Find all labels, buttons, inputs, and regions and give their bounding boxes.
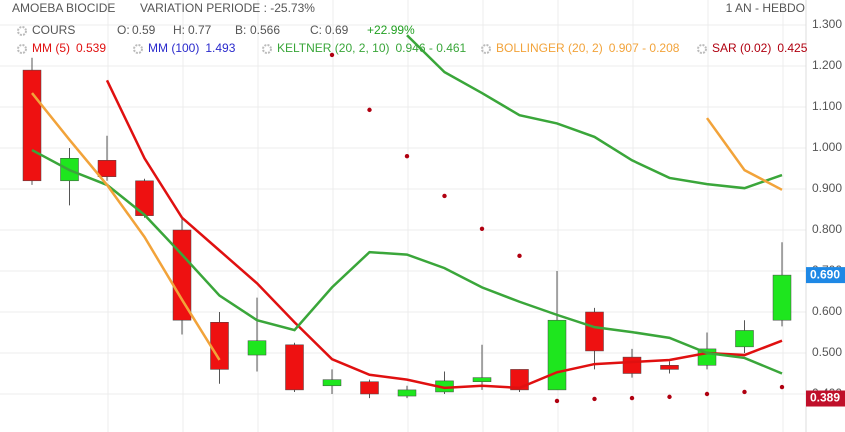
candle-body bbox=[585, 311, 604, 352]
price-label: COURS bbox=[32, 23, 75, 37]
gear-icon bbox=[133, 44, 143, 54]
sar-point bbox=[592, 396, 597, 402]
info-value: 0.566 bbox=[250, 23, 280, 37]
candle-body bbox=[322, 379, 342, 387]
y-tick-label: 1.300 bbox=[812, 17, 842, 31]
legend-name: KELTNER (20, 2, 10) bbox=[277, 41, 390, 55]
candle-body bbox=[397, 389, 417, 397]
info-value: 0.77 bbox=[188, 23, 212, 37]
y-tick-label: 0.900 bbox=[812, 181, 842, 195]
y-tick-label: 0.500 bbox=[812, 345, 842, 359]
candle-body bbox=[735, 330, 754, 348]
sar-point bbox=[704, 391, 710, 397]
gear-icon bbox=[17, 26, 27, 36]
last-value-label: 0.389 bbox=[810, 391, 840, 405]
sar-point bbox=[629, 395, 635, 401]
info-label: B: bbox=[235, 23, 246, 37]
legend-name: MM (100) bbox=[148, 41, 199, 55]
y-tick-label: 1.000 bbox=[812, 140, 842, 154]
sar-point bbox=[554, 398, 560, 404]
candle-body bbox=[547, 319, 567, 391]
candle-body bbox=[247, 340, 267, 356]
info-label: H: bbox=[173, 23, 185, 37]
gear-icon bbox=[481, 44, 491, 54]
candle-body bbox=[97, 160, 117, 177]
gear-ring bbox=[133, 44, 143, 54]
sar-point bbox=[367, 107, 372, 113]
indicator-line bbox=[105, 79, 783, 390]
last-value-label: 0.690 bbox=[810, 267, 840, 281]
legend-value: 0.907 - 0.208 bbox=[609, 41, 680, 55]
sar-point bbox=[742, 389, 747, 395]
gear-ring bbox=[481, 44, 491, 54]
sar-point bbox=[479, 226, 485, 231]
legend-name: BOLLINGER (20, 2) bbox=[496, 41, 603, 55]
candle-body bbox=[472, 377, 492, 382]
indicator-line bbox=[31, 92, 221, 361]
last-value-box bbox=[806, 267, 845, 284]
sar-point bbox=[404, 154, 410, 159]
info-value: 0.69 bbox=[325, 23, 349, 37]
gear-ring bbox=[697, 44, 707, 54]
legend-value: 0.946 - 0.461 bbox=[396, 41, 467, 55]
candle-body bbox=[285, 344, 304, 391]
grid bbox=[0, 0, 806, 432]
change: +22.99% bbox=[367, 23, 415, 37]
legend-value: 1.493 bbox=[205, 41, 235, 55]
candle-body bbox=[360, 381, 379, 395]
indicator-line bbox=[406, 34, 783, 190]
gear-ring bbox=[17, 26, 27, 36]
last-value-box bbox=[806, 390, 845, 407]
sar-point bbox=[329, 52, 335, 58]
gear-icon bbox=[262, 44, 272, 54]
candle-body bbox=[210, 322, 229, 370]
sar-point bbox=[667, 394, 672, 400]
gear-icon bbox=[697, 44, 707, 54]
indicator-line bbox=[31, 148, 783, 375]
sar-point bbox=[517, 253, 522, 259]
labels: 0.4000.5000.6000.7000.8000.9001.0001.100… bbox=[806, 17, 845, 407]
plot-area bbox=[22, 34, 792, 404]
gear-icon bbox=[17, 44, 27, 54]
candle-body bbox=[22, 69, 42, 182]
legend-name: SAR (0.02) bbox=[712, 41, 771, 55]
info-label: C: bbox=[310, 23, 322, 37]
legend-name: MM (5) bbox=[32, 41, 70, 55]
y-tick-label: 0.800 bbox=[812, 222, 842, 236]
sar-point bbox=[442, 193, 447, 199]
subtitle: VARIATION PERIODE : -25.73% bbox=[140, 1, 315, 15]
legend-value: 0.539 bbox=[76, 41, 106, 55]
chart-title: AMOEBA BIOCIDE bbox=[12, 1, 115, 15]
indicator-line bbox=[705, 117, 783, 191]
info-label: O: bbox=[117, 23, 130, 37]
gear-ring bbox=[262, 44, 272, 54]
candle-body bbox=[772, 274, 792, 321]
legend-value: 0.425 bbox=[777, 41, 807, 55]
candle-body bbox=[660, 365, 679, 370]
candle-body bbox=[622, 356, 642, 374]
y-tick-label: 1.100 bbox=[812, 99, 842, 113]
period: 1 AN - HEBDO bbox=[726, 1, 805, 15]
info-value: 0.59 bbox=[132, 23, 156, 37]
y-tick-label: 1.200 bbox=[812, 58, 842, 72]
sar-point bbox=[779, 384, 785, 390]
candle-body bbox=[172, 229, 192, 321]
gear-ring bbox=[17, 44, 27, 54]
y-tick-label: 0.600 bbox=[812, 304, 842, 318]
